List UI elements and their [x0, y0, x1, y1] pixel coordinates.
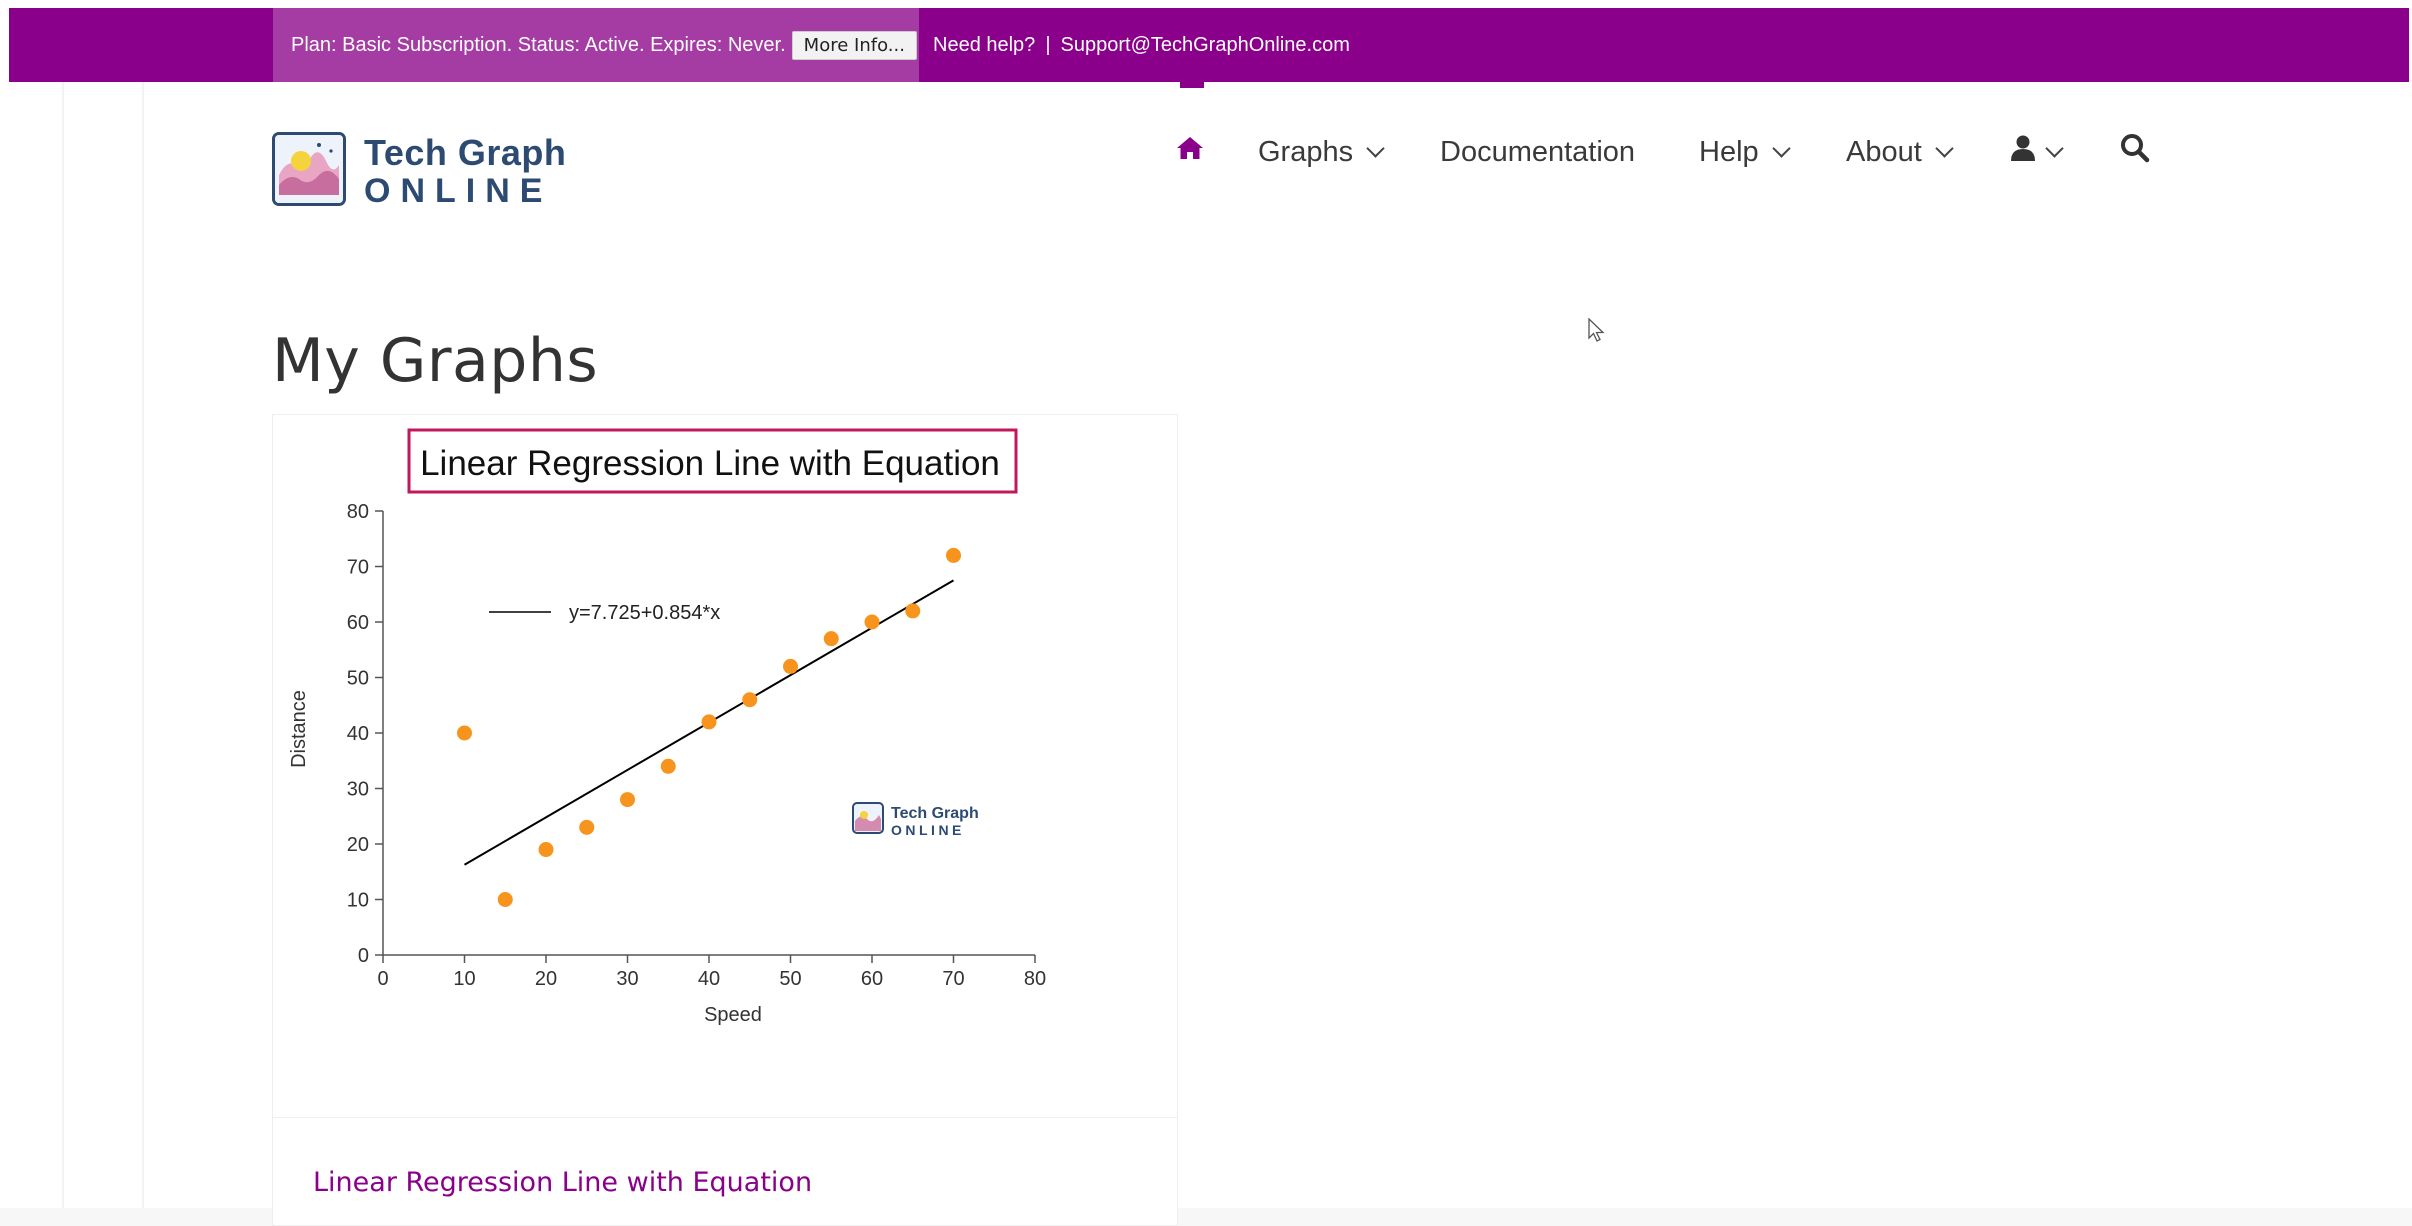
- plan-status-text: Plan: Basic Subscription. Status: Active…: [291, 33, 786, 56]
- data-point: [660, 758, 676, 774]
- graph-title-link[interactable]: Linear Regression Line with Equation: [313, 1167, 813, 1198]
- nav-user-menu[interactable]: [2010, 130, 2064, 174]
- mouse-cursor-icon: [1588, 317, 1606, 349]
- chart-watermark: Tech Graph ONLINE: [852, 802, 979, 838]
- active-nav-indicator: [1180, 82, 1204, 88]
- y-tick-label: 0: [358, 945, 369, 967]
- y-axis-label: Distance: [288, 690, 310, 768]
- data-point: [457, 725, 472, 741]
- y-tick-label: 50: [347, 668, 369, 690]
- data-point: [579, 819, 595, 835]
- nav-help[interactable]: Help: [1699, 130, 1791, 174]
- data-point: [946, 547, 961, 563]
- nav-graphs[interactable]: Graphs: [1258, 130, 1385, 174]
- data-point: [701, 714, 717, 730]
- scatter-chart: Linear Regression Line with Equation 0 10…: [288, 428, 1046, 1026]
- support-info: Need help? | Support@TechGraphOnline.com: [933, 8, 1350, 82]
- nav-about[interactable]: About: [1846, 130, 1954, 174]
- chevron-down-icon: [1771, 138, 1791, 158]
- logo-word-tech-graph: Tech Graph: [364, 132, 567, 173]
- chevron-down-icon: [1935, 138, 1954, 158]
- nav-help-label: Help: [1699, 135, 1759, 168]
- x-tick-label: 70: [942, 968, 964, 990]
- logo-word-online: ONLINE: [364, 172, 553, 210]
- chevron-down-icon: [2045, 138, 2064, 158]
- y-tick-label: 40: [347, 723, 369, 745]
- x-tick-label: 0: [377, 968, 388, 990]
- nav-documentation[interactable]: Documentation: [1440, 130, 1635, 174]
- site-logo[interactable]: Tech Graph ONLINE: [272, 132, 566, 212]
- chart-title: Linear Regression Line with Equation: [420, 444, 1000, 483]
- data-point: [742, 692, 758, 708]
- y-tick-label: 60: [347, 612, 369, 634]
- support-email-link[interactable]: Support@TechGraphOnline.com: [1060, 33, 1350, 56]
- x-tick-label: 20: [535, 968, 557, 990]
- chevron-down-icon: [1366, 138, 1385, 158]
- data-point: [620, 792, 635, 808]
- y-tick-label: 70: [347, 557, 369, 579]
- y-tick-label: 10: [347, 890, 369, 912]
- data-point: [864, 614, 880, 630]
- nav-home[interactable]: [1176, 130, 1204, 174]
- chart-title-highlight: [407, 428, 1018, 494]
- data-point: [783, 658, 798, 674]
- x-tick-label: 40: [698, 968, 720, 990]
- nav-about-label: About: [1846, 135, 1922, 168]
- logo-chart-icon: [272, 132, 346, 206]
- y-tick-label: 30: [347, 779, 369, 801]
- data-point: [538, 842, 554, 858]
- y-tick-label: 20: [347, 834, 369, 856]
- nav-search[interactable]: [2120, 130, 2150, 174]
- x-tick-label: 60: [861, 968, 883, 990]
- separator: |: [1045, 33, 1051, 56]
- more-info-button[interactable]: More Info...: [791, 30, 917, 60]
- nav-graphs-label: Graphs: [1258, 135, 1354, 168]
- home-icon: [1176, 135, 1204, 169]
- nav-documentation-label: Documentation: [1440, 135, 1636, 168]
- x-tick-label: 80: [1024, 968, 1046, 990]
- graph-card[interactable]: Linear Regression Line with Equation 0 10…: [272, 414, 1178, 1226]
- search-icon: [2120, 133, 2150, 171]
- plan-status-box: Plan: Basic Subscription. Status: Active…: [273, 8, 919, 82]
- x-tick-label: 50: [779, 968, 801, 990]
- legend-equation: y=7.725+0.854*x: [569, 602, 720, 624]
- left-gutter-rule: [62, 82, 64, 1226]
- watermark-word2: ONLINE: [891, 822, 965, 838]
- data-point: [823, 631, 839, 647]
- watermark-word1: Tech Graph: [891, 805, 979, 822]
- y-tick-label: 80: [347, 501, 369, 523]
- user-icon: [2010, 134, 2036, 170]
- data-point: [497, 892, 513, 907]
- need-help-text: Need help?: [933, 33, 1036, 56]
- x-axis-label: Speed: [704, 1004, 762, 1026]
- data-point: [905, 603, 921, 619]
- x-tick-label: 30: [616, 968, 638, 990]
- card-divider: [273, 1117, 1177, 1118]
- x-tick-label: 10: [453, 968, 475, 990]
- announcement-bar: Plan: Basic Subscription. Status: Active…: [9, 8, 2409, 82]
- left-inner-rule: [142, 82, 144, 1226]
- page-title: My Graphs: [272, 326, 599, 397]
